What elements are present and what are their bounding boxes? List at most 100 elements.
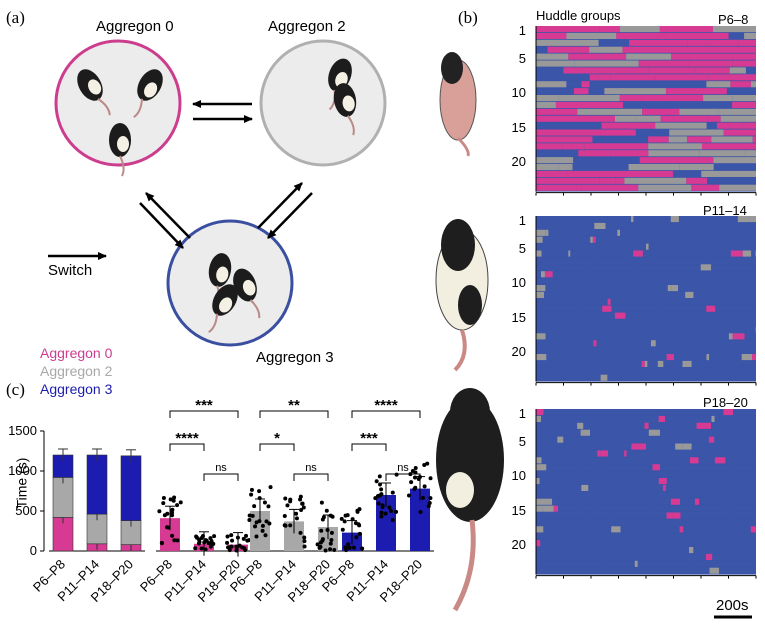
raster-segment <box>577 422 584 429</box>
raster-segment <box>684 46 715 53</box>
data-point <box>288 497 293 502</box>
raster-segment <box>685 291 694 298</box>
raster-segment <box>638 264 701 271</box>
raster-segment <box>574 60 639 67</box>
raster-segment <box>656 305 707 312</box>
data-point <box>237 543 242 548</box>
raster-segment <box>741 354 752 361</box>
data-point <box>383 511 388 516</box>
data-point <box>323 548 328 553</box>
raster-segment <box>624 450 627 457</box>
raster-segment <box>536 450 566 457</box>
raster-segment <box>659 26 713 33</box>
raster-segment <box>536 409 544 416</box>
raster-segment <box>665 415 712 422</box>
raster-segment <box>592 505 654 512</box>
raster-segment <box>713 374 717 381</box>
raster-segment <box>648 429 660 436</box>
raster-segment <box>539 478 546 485</box>
data-point <box>175 503 180 508</box>
data-point <box>325 528 330 533</box>
raster-segment <box>614 312 626 319</box>
data-point <box>170 533 175 538</box>
raster-segment <box>670 216 679 223</box>
raster-segment <box>589 81 636 88</box>
raster-segment <box>591 333 595 340</box>
raster-segment <box>701 170 756 177</box>
raster-segment <box>605 560 635 567</box>
raster-segment <box>590 429 603 436</box>
raster-row-label: 5 <box>518 433 526 449</box>
raster-segment <box>699 150 746 157</box>
data-point <box>249 492 254 497</box>
raster-segment <box>536 429 543 436</box>
raster-segment <box>659 526 664 533</box>
aggregon-0-pup <box>109 123 131 177</box>
raster-segment <box>668 136 687 143</box>
raster-segment <box>642 484 663 491</box>
raster-segment <box>733 53 756 60</box>
raster-segment <box>541 457 581 464</box>
raster-segment <box>683 236 735 243</box>
raster-segment <box>581 81 590 88</box>
raster-segment <box>540 547 568 554</box>
raster-segment <box>629 257 649 264</box>
raster-segment <box>633 216 652 223</box>
raster-segment <box>611 170 673 177</box>
data-point <box>425 461 430 466</box>
raster-segment <box>565 450 594 457</box>
raster-segment <box>687 229 756 236</box>
raster-segment <box>718 567 748 574</box>
raster-segment <box>648 243 696 250</box>
raster-segment <box>578 150 611 157</box>
significance-bracket: *** <box>169 397 239 418</box>
y-tick-label: 1500 <box>8 423 37 438</box>
data-point <box>426 504 431 509</box>
data-point <box>413 475 418 480</box>
raster-segment <box>635 115 661 122</box>
raster-segment <box>686 285 717 292</box>
raster-segment <box>558 164 573 171</box>
panel-label-c: (c) <box>6 380 25 399</box>
data-point <box>266 504 271 509</box>
raster-segment <box>711 264 756 271</box>
raster-segment <box>611 526 621 533</box>
raster-segment <box>595 236 631 243</box>
raster-segment <box>619 95 642 102</box>
raster-segment <box>718 108 756 115</box>
data-point <box>247 517 252 522</box>
raster-segment <box>536 108 578 115</box>
raster-segment <box>747 319 756 326</box>
raster-segment <box>599 26 620 33</box>
raster-segment <box>728 333 733 340</box>
raster-row-label: 10 <box>511 275 526 291</box>
y-tick-label: 500 <box>15 503 37 518</box>
data-point <box>377 474 382 479</box>
raster-segment <box>544 271 553 278</box>
raster-segment <box>657 360 664 367</box>
raster-segment <box>628 164 680 171</box>
raster-segment <box>678 285 687 292</box>
data-point <box>390 518 395 523</box>
raster-segment <box>594 553 625 560</box>
raster-segment <box>733 443 756 450</box>
raster-segment <box>679 526 684 533</box>
raster-segment <box>683 526 735 533</box>
raster-segment <box>615 177 625 184</box>
raster-segment <box>536 60 575 67</box>
pup-illustration-p11 <box>435 219 489 372</box>
raster-segment <box>744 333 756 340</box>
raster-segment <box>554 236 591 243</box>
data-point <box>409 480 414 485</box>
raster-segment <box>651 216 671 223</box>
data-point <box>355 509 360 514</box>
data-point <box>225 534 230 539</box>
raster-segment <box>648 257 712 264</box>
raster-segment <box>536 264 587 271</box>
raster-segment <box>542 236 555 243</box>
raster-segment <box>669 436 709 443</box>
raster-segment <box>563 67 581 74</box>
raster-segment <box>644 360 648 367</box>
raster-segment <box>645 243 649 250</box>
raster-segment <box>650 340 656 347</box>
